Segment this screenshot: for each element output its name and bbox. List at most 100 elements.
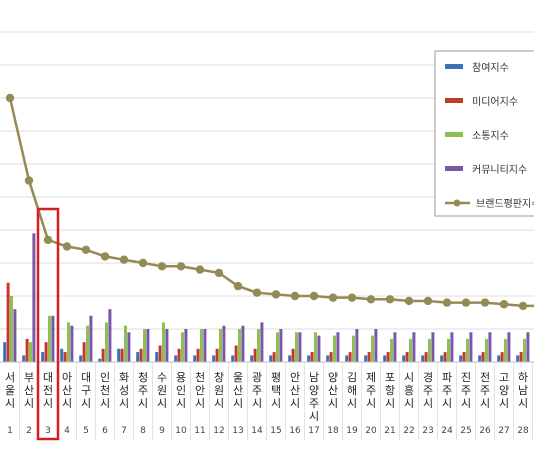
line-point: [81, 245, 91, 254]
bar: [443, 352, 447, 362]
line-point: [518, 301, 528, 311]
bar: [241, 325, 245, 362]
bar: [193, 355, 197, 362]
rank-label: 24: [441, 426, 453, 436]
bar: [136, 352, 140, 362]
legend-swatch: [445, 98, 463, 103]
legend-swatch-marker: [453, 199, 461, 207]
rank-label: 10: [175, 426, 187, 436]
legend-swatch: [445, 166, 463, 171]
bar: [516, 355, 520, 362]
bar: [174, 355, 178, 362]
line-point: [328, 293, 338, 302]
bar: [298, 332, 302, 362]
rank-label: 26: [479, 426, 491, 436]
bar: [497, 355, 501, 362]
bar: [25, 338, 29, 362]
line-point: [499, 300, 509, 309]
bar: [371, 335, 374, 362]
bar: [250, 355, 254, 362]
line-point: [347, 293, 357, 302]
line-point: [176, 262, 186, 271]
legend-label: 소통지수: [472, 130, 509, 142]
bar: [162, 322, 165, 362]
bar: [219, 329, 222, 362]
bar: [478, 355, 482, 362]
bar: [234, 345, 238, 362]
bar: [364, 355, 368, 362]
bar: [89, 315, 93, 362]
rank-label: 16: [289, 426, 301, 436]
line-point: [290, 291, 300, 301]
rank-label: 11: [194, 426, 205, 436]
line-point: [309, 291, 319, 301]
bar: [424, 352, 428, 362]
bar: [336, 332, 340, 362]
bar: [51, 315, 55, 362]
bar: [279, 329, 283, 362]
rank-label: 15: [270, 426, 281, 436]
bar: [485, 338, 488, 362]
bar: [70, 325, 74, 362]
bar: [526, 332, 530, 362]
legend-label: 브랜드평판지수: [476, 198, 534, 210]
bar: [41, 352, 45, 362]
legend-label: 미디어지수: [472, 96, 518, 108]
bar: [488, 332, 492, 362]
bar: [238, 329, 241, 362]
bar: [127, 332, 131, 362]
rank-label: 1: [7, 426, 13, 436]
bar: [329, 352, 333, 362]
bar: [120, 348, 124, 362]
rank-label: 7: [121, 426, 127, 436]
bar: [288, 355, 292, 362]
line-point: [100, 252, 110, 261]
bar: [222, 325, 226, 362]
bar: [393, 332, 397, 362]
legend-swatch: [445, 132, 463, 137]
bar: [67, 322, 70, 362]
bar: [82, 342, 86, 362]
rank-label: 28: [517, 426, 529, 436]
rank-label: 17: [308, 426, 319, 436]
bar: [10, 296, 13, 362]
bar: [86, 325, 89, 362]
bar: [310, 352, 314, 362]
bar: [390, 338, 393, 362]
bar: [276, 332, 279, 362]
bar: [231, 355, 235, 362]
bar: [260, 322, 264, 362]
bar: [257, 329, 260, 362]
rank-label: 25: [460, 426, 471, 436]
rank-label: 18: [327, 426, 339, 436]
legend-label: 참여지수: [472, 62, 509, 74]
rank-label: 21: [384, 426, 395, 436]
bar: [307, 355, 311, 362]
bar: [22, 355, 26, 362]
line-point: [366, 295, 376, 304]
bar: [405, 352, 409, 362]
line-point: [423, 296, 433, 306]
bar: [196, 348, 200, 362]
bar: [165, 329, 169, 362]
bar: [32, 233, 36, 362]
rank-label: 5: [83, 426, 89, 436]
bar: [504, 338, 507, 362]
bar: [428, 338, 431, 362]
line-point: [480, 298, 490, 307]
bar-series: [3, 233, 530, 362]
